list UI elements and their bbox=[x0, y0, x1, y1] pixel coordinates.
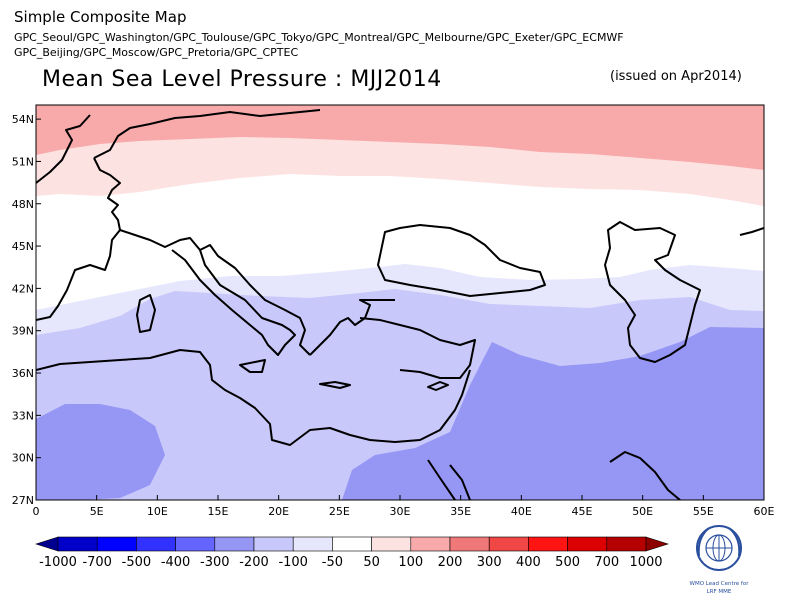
colorbar-label: 100 bbox=[398, 555, 423, 570]
lat-tick-label: 51N bbox=[12, 155, 34, 168]
lon-tick-label: 50E bbox=[632, 505, 653, 518]
colorbar-swatch bbox=[175, 536, 216, 552]
colorbar-swatch bbox=[488, 536, 529, 552]
lon-tick-label: 45E bbox=[572, 505, 593, 518]
coastline-red-sea bbox=[427, 459, 456, 500]
gpc-list-line-2: GPC_Beijing/GPC_Moscow/GPC_Pretoria/GPC_… bbox=[14, 46, 299, 59]
colorbar-label: 200 bbox=[438, 555, 463, 570]
gpc-list-line-1: GPC_Seoul/GPC_Washington/GPC_Toulouse/GP… bbox=[14, 31, 624, 44]
colorbar-swatch bbox=[332, 536, 372, 552]
logo-caption-2: LRF MME bbox=[707, 589, 732, 595]
coastline-aral-region bbox=[739, 227, 764, 236]
colorbar-label: 50 bbox=[363, 555, 380, 570]
colorbar-label: -400 bbox=[161, 555, 191, 570]
colorbar-label: -100 bbox=[278, 555, 308, 570]
wmo-logo bbox=[696, 525, 742, 571]
colorbar-label: 1000 bbox=[629, 555, 662, 570]
colorbar-swatch bbox=[528, 536, 568, 552]
coastline-north-africa bbox=[36, 349, 471, 446]
issued-date: (issued on Apr2014) bbox=[610, 69, 742, 84]
lon-tick-label: 15E bbox=[208, 505, 229, 518]
logo-caption-1: WMO Lead Centre for bbox=[690, 581, 750, 587]
lat-tick-label: 27N bbox=[12, 494, 34, 507]
colorbar-label: -200 bbox=[239, 555, 269, 570]
lon-tick-label: 0 bbox=[33, 505, 40, 518]
colorbar-label: 500 bbox=[555, 555, 580, 570]
colorbar-label: -300 bbox=[200, 555, 230, 570]
lon-tick-label: 25E bbox=[329, 505, 350, 518]
coastline-sinai bbox=[449, 464, 471, 500]
coastline-greece bbox=[309, 299, 395, 356]
colorbar-swatch bbox=[96, 536, 137, 552]
anomaly-band-plus-100 bbox=[36, 105, 764, 170]
anomaly-band-minus-200-east bbox=[342, 327, 764, 500]
coastline-cyprus bbox=[427, 381, 449, 391]
lat-tick-label: 42N bbox=[12, 282, 34, 295]
colorbar-swatch bbox=[214, 536, 255, 552]
colorbar-label: -1000 bbox=[39, 555, 77, 570]
colorbar-label: -50 bbox=[322, 555, 343, 570]
colorbar-swatch bbox=[410, 536, 451, 552]
coastline-crete bbox=[319, 381, 351, 389]
lat-tick-label: 39N bbox=[12, 325, 34, 338]
colorbar-max-arrow bbox=[645, 536, 669, 552]
lon-tick-label: 5E bbox=[90, 505, 104, 518]
lat-tick-label: 48N bbox=[12, 198, 34, 211]
colorbar-swatch bbox=[292, 536, 333, 552]
coastline-italy bbox=[119, 229, 296, 356]
coastline-britain bbox=[36, 114, 91, 184]
lat-tick-label: 33N bbox=[12, 409, 34, 422]
lon-tick-label: 30E bbox=[390, 505, 411, 518]
colorbar-swatch bbox=[371, 536, 412, 552]
lon-tick-label: 40E bbox=[511, 505, 532, 518]
coastline-black-sea bbox=[377, 224, 546, 297]
colorbar-swatch bbox=[567, 536, 608, 552]
coastline-caspian-sea bbox=[604, 221, 701, 363]
lat-tick-label: 54N bbox=[12, 113, 34, 126]
coastline-sicily bbox=[239, 359, 266, 373]
colorbar-swatch bbox=[253, 536, 294, 552]
lon-tick-label: 35E bbox=[450, 505, 471, 518]
colorbar-swatch bbox=[136, 536, 176, 552]
colorbar-swatch bbox=[57, 536, 98, 552]
anomaly-band-minus-200-west bbox=[36, 404, 165, 500]
coastline-turkey bbox=[359, 317, 476, 379]
colorbar-label: -500 bbox=[122, 555, 152, 570]
composite-map-title: Simple Composite Map bbox=[14, 8, 187, 26]
lon-tick-label: 60E bbox=[754, 505, 775, 518]
lon-tick-label: 55E bbox=[693, 505, 714, 518]
colorbar-label: 700 bbox=[594, 555, 619, 570]
coastlines bbox=[36, 109, 764, 500]
coastline-sardinia bbox=[136, 294, 156, 333]
colorbar-min-arrow bbox=[35, 536, 59, 552]
colorbar-swatch bbox=[606, 536, 647, 552]
pressure-anomaly-field bbox=[36, 105, 764, 500]
lat-tick-label: 45N bbox=[12, 240, 34, 253]
coastline-adriatic bbox=[199, 244, 311, 356]
lat-tick-label: 36N bbox=[12, 367, 34, 380]
lat-tick-label: 30N bbox=[12, 452, 34, 465]
coastline-persian-gulf bbox=[609, 451, 681, 500]
lon-tick-label: 10E bbox=[147, 505, 168, 518]
colorbar-swatch bbox=[449, 536, 490, 552]
axis-ticks: 0 5E 10E 15E 20E 25E 30E 35E 40E 45E 50E 55E 60E 54N 5… bbox=[12, 113, 775, 518]
colorbar-label: -700 bbox=[82, 555, 112, 570]
colorbar-label: 400 bbox=[516, 555, 541, 570]
coastline-north-europe bbox=[93, 109, 321, 159]
lon-tick-label: 20E bbox=[268, 505, 289, 518]
colorbar: -1000 -700 -500 -400 -300 -200 -100 -50 50 100 200… bbox=[35, 536, 669, 570]
colorbar-label: 300 bbox=[477, 555, 502, 570]
map-title: Mean Sea Level Pressure : MJJ2014 bbox=[42, 67, 442, 92]
